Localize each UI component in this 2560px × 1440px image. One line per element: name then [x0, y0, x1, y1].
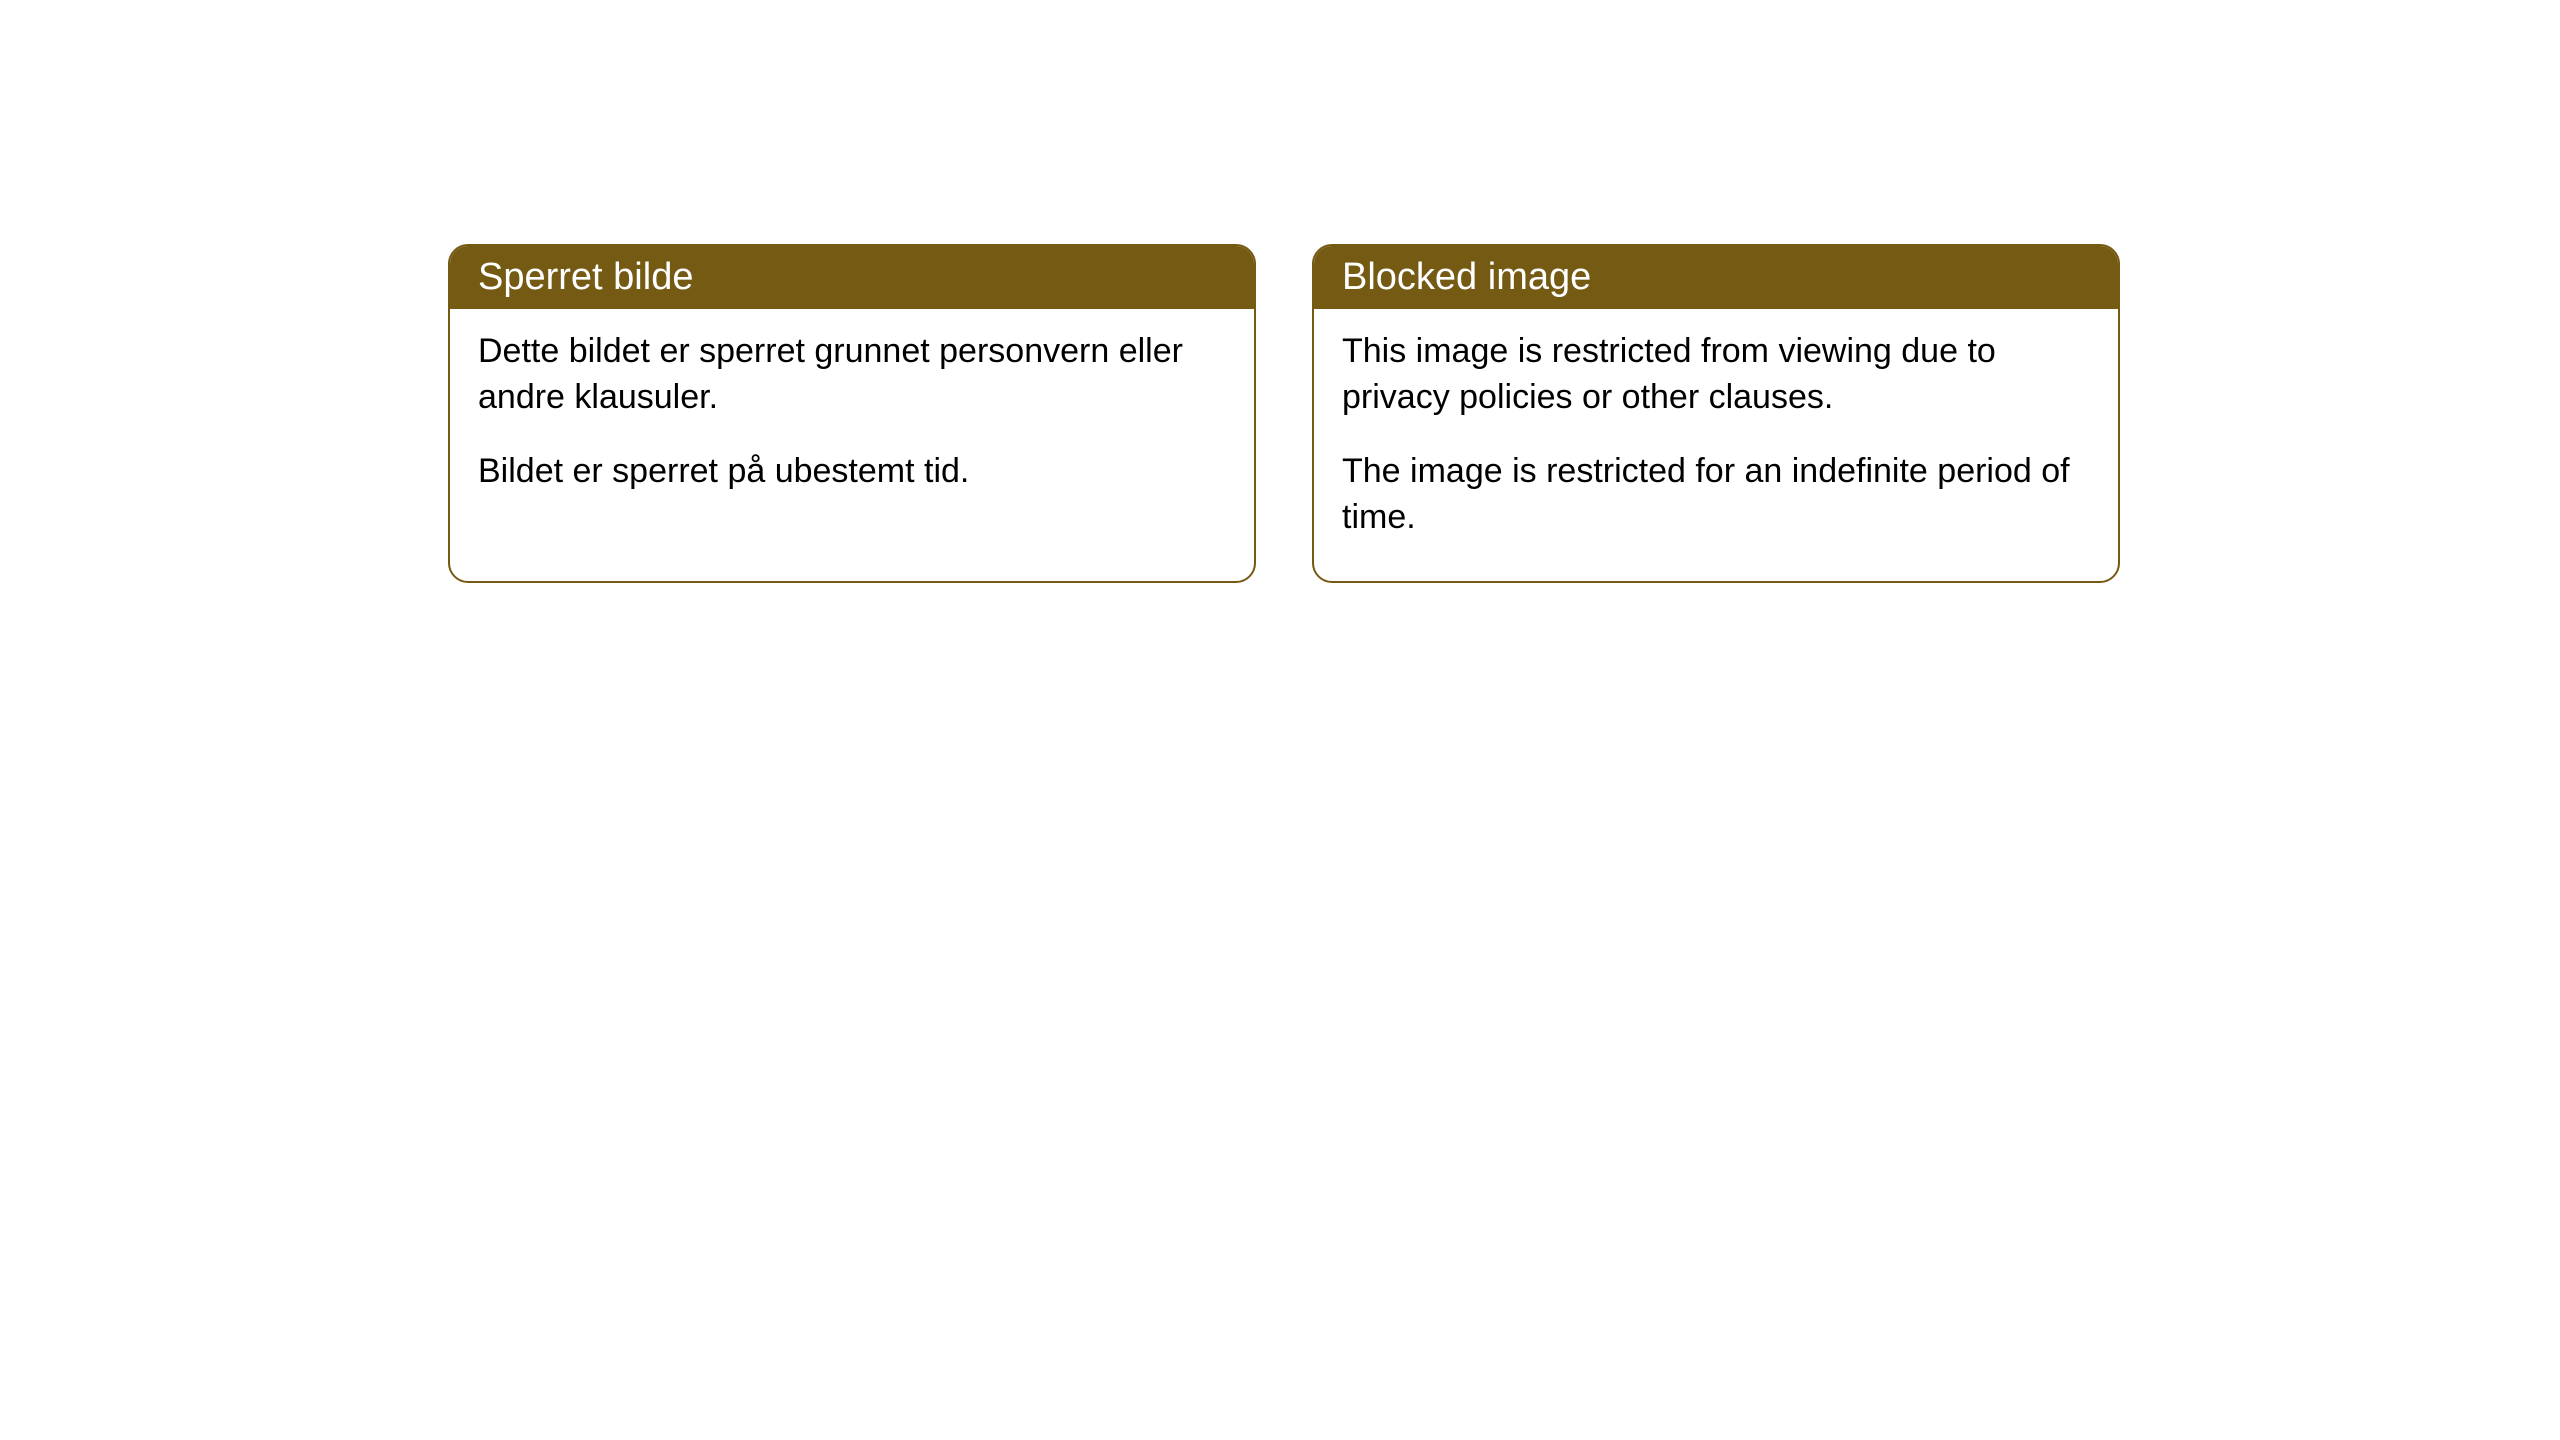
card-title-en: Blocked image: [1314, 246, 2118, 309]
cards-container: Sperret bilde Dette bildet er sperret gr…: [448, 244, 2120, 583]
card-text-no-2: Bildet er sperret på ubestemt tid.: [478, 449, 1226, 495]
blocked-image-card-en: Blocked image This image is restricted f…: [1312, 244, 2120, 583]
card-body-en: This image is restricted from viewing du…: [1314, 309, 2118, 581]
card-title-no: Sperret bilde: [450, 246, 1254, 309]
card-text-en-2: The image is restricted for an indefinit…: [1342, 449, 2090, 541]
card-body-no: Dette bildet er sperret grunnet personve…: [450, 309, 1254, 535]
blocked-image-card-no: Sperret bilde Dette bildet er sperret gr…: [448, 244, 1256, 583]
card-text-en-1: This image is restricted from viewing du…: [1342, 329, 2090, 421]
card-text-no-1: Dette bildet er sperret grunnet personve…: [478, 329, 1226, 421]
